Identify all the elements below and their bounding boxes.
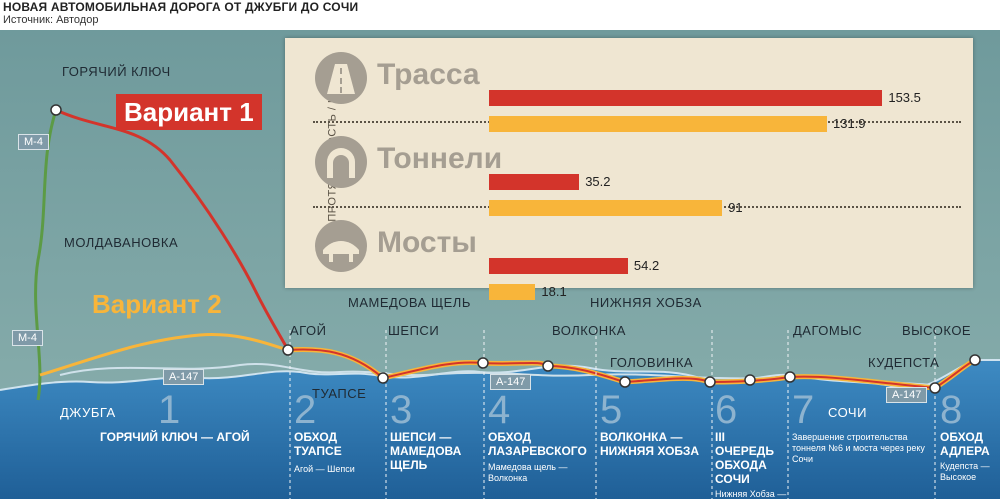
chart-bar — [489, 200, 723, 216]
place-tuapse: ТУАПСЕ — [312, 386, 367, 401]
chart-category-label: Мосты — [377, 226, 477, 259]
segment-6: 6 III ОЧЕРЕДЬ ОБХОДА СОЧИ Нижняя Хобза —… — [715, 388, 787, 499]
chart-bar — [489, 116, 827, 132]
road-a147-west: А-147 — [163, 369, 205, 385]
chart-data-label: 35.2 — [585, 174, 611, 189]
variant2-label: Вариант 2 — [92, 289, 222, 319]
segment-2: 2 ОБХОД ТУАПСЕ Агой — Шепси — [294, 388, 355, 474]
place-golovinka: ГОЛОВИНКА — [610, 355, 694, 370]
chart-row-highway: Трасса — [313, 48, 963, 118]
place-agoy: АГОЙ — [290, 323, 327, 338]
chart-bar — [489, 258, 628, 274]
segment-dividers — [289, 330, 936, 499]
chart-data-label: 54.2 — [633, 258, 660, 273]
chart-row-tunnels: Тоннели — [313, 132, 963, 202]
road-a147-east: А-147 — [886, 387, 928, 403]
highway-icon — [315, 52, 367, 104]
bridge-icon — [315, 220, 367, 272]
road-a147-mid: А-147 — [490, 374, 532, 390]
place-dagomys: ДАГОМЫС — [793, 323, 863, 338]
chart-data-label: 131.9 — [832, 116, 866, 131]
m4-road-line — [34, 109, 58, 401]
place-sochi: СОЧИ — [828, 405, 867, 420]
chart-category-label: Тоннели — [377, 142, 503, 175]
place-mamedova: МАМЕДОВА ЩЕЛЬ — [348, 295, 471, 310]
chart-category-label: Трасса — [377, 58, 480, 91]
segment-8: 8 ОБХОД АДЛЕРА Кудепста — Высокое — [940, 388, 990, 482]
variant1-route — [55, 108, 290, 351]
city-dots — [50, 104, 981, 394]
segment-4: 4 ОБХОД ЛАЗАРЕВСКОГО Мамедова щель — Вол… — [488, 388, 587, 483]
variant2-route — [39, 333, 289, 377]
chart-row-bridges: Мосты — [313, 216, 963, 286]
place-nizhnyaya: НИЖНЯЯ ХОБЗА — [590, 295, 702, 310]
place-kudepsta: КУДЕПСТА — [868, 355, 940, 370]
road-m4-south: М-4 — [12, 330, 43, 346]
place-goryachy: ГОРЯЧИЙ КЛЮЧ — [62, 64, 171, 79]
sea — [0, 360, 1000, 499]
chart-data-label: 91 — [728, 200, 743, 215]
variant1-label: Вариант 1 — [116, 94, 262, 130]
place-dzhubga: ДЖУБГА — [60, 405, 116, 420]
chart-bar — [489, 90, 883, 106]
place-shepsi: ШЕПСИ — [388, 323, 440, 338]
chart-data-label: 18.1 — [541, 284, 567, 299]
header: НОВАЯ АВТОМОБИЛЬНАЯ ДОРОГА ОТ ДЖУБГИ ДО … — [0, 0, 1000, 30]
place-moldavanovka: МОЛДАВАНОВКА — [64, 235, 179, 250]
segment-1: 1 ГОРЯЧИЙ КЛЮЧ — АГОЙ — [100, 388, 250, 444]
page-title: НОВАЯ АВТОМОБИЛЬНАЯ ДОРОГА ОТ ДЖУБГИ ДО … — [3, 0, 359, 14]
place-volkonka: ВОЛКОНКА — [552, 323, 626, 338]
chart-bar — [489, 174, 580, 190]
chart-bar — [489, 284, 536, 300]
tunnel-icon — [315, 136, 367, 188]
segment-3: 3 ШЕПСИ — МАМЕДОВА ЩЕЛЬ — [390, 388, 462, 472]
chart-data-label: 153.5 — [888, 90, 921, 105]
length-chart-panel: ПРОТЯЖЕННОСТЬ / КМ Трасса Тоннели Мосты … — [285, 38, 973, 300]
source-note: Источник: Автодор — [3, 14, 99, 26]
road-m4-north: М-4 — [18, 134, 49, 150]
segment-7: 7 Завершение строительства тоннеля №6 и … — [792, 388, 925, 464]
segment-5: 5 ВОЛКОНКА — НИЖНЯЯ ХОБЗА — [600, 388, 700, 458]
place-vysokoe: ВЫСОКОЕ — [902, 323, 972, 338]
route-map: ГОРЯЧИЙ КЛЮЧ МОЛДАВАНОВКА ДЖУБГА АГОЙ ТУ… — [0, 30, 1000, 499]
